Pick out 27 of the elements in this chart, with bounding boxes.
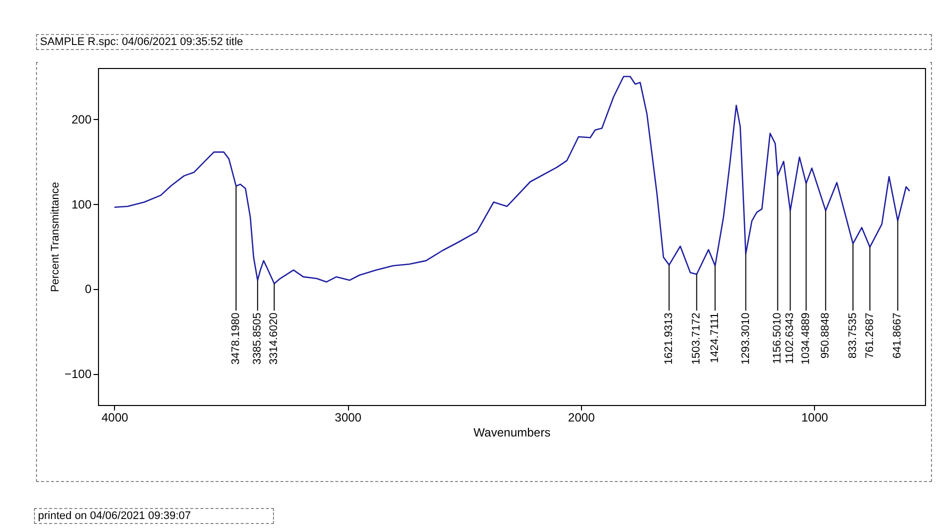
annotation: 1621.9313 — [663, 312, 676, 365]
annotation: 641.8667 — [892, 312, 904, 359]
annotation: 1424.7111 — [709, 312, 722, 364]
annotation: 950.8848 — [820, 312, 832, 359]
annotation: 833.7535 — [846, 312, 859, 359]
line-series — [114, 76, 910, 284]
annotation: 3478.1980 — [230, 312, 242, 365]
chart-title: SAMPLE R.spc: 04/06/2021 09:35:52 title — [36, 34, 932, 50]
annotation: 3314.6020 — [268, 312, 280, 365]
y-tick-label: 200 — [71, 112, 92, 126]
y-tick-label: 100 — [71, 197, 92, 212]
annotation: 3385.8505 — [252, 312, 264, 365]
x-tick-label: 3000 — [334, 410, 362, 424]
annotation: 1293.3010 — [740, 312, 752, 365]
annotation: 1102.6343 — [784, 312, 796, 364]
y-axis-title: Percent Transmittance — [49, 182, 62, 292]
annotation: 1156.5010 — [772, 312, 784, 364]
annotation: 1034.4889 — [800, 312, 812, 365]
y-tick-label: −100 — [64, 367, 92, 382]
annotation: 1503.7172 — [690, 312, 703, 365]
x-axis-title: Wavenumbers — [474, 426, 550, 440]
x-tick-label: 1000 — [801, 410, 828, 424]
x-tick-label: 4000 — [101, 410, 128, 424]
text: printed on 04/06/2021 09:39:07 — [34, 508, 274, 524]
annotation: 761.2687 — [864, 312, 876, 359]
x-tick-label: 2000 — [568, 410, 596, 424]
y-tick-label: 0 — [84, 282, 92, 296]
